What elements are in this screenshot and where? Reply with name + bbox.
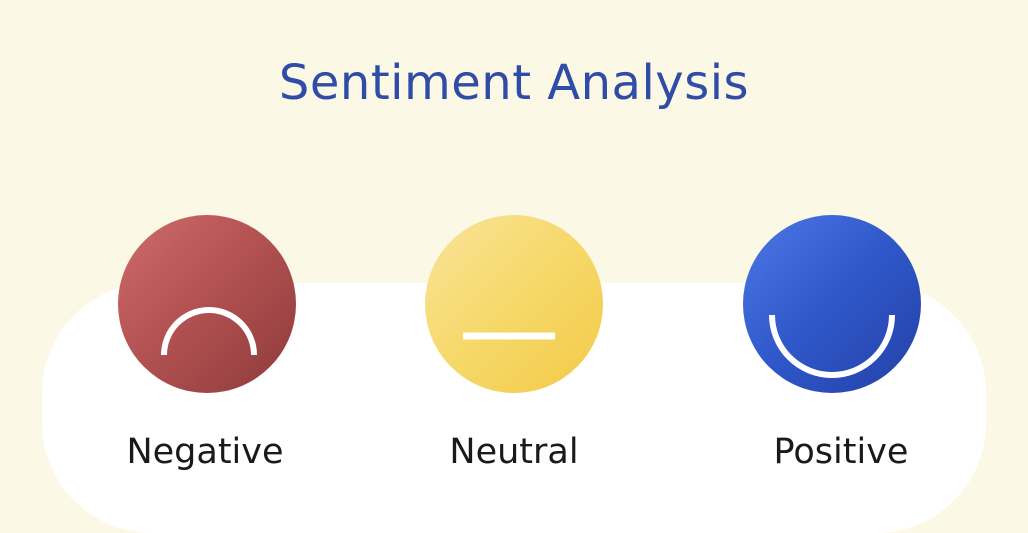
neutral-face-icon [425,215,603,393]
page-title: Sentiment Analysis [278,55,750,111]
smile-face-icon [743,215,921,393]
label-neutral: Neutral [449,432,579,472]
frown-face-icon [118,215,296,393]
label-positive: Positive [773,432,909,472]
label-negative: Negative [126,432,284,472]
